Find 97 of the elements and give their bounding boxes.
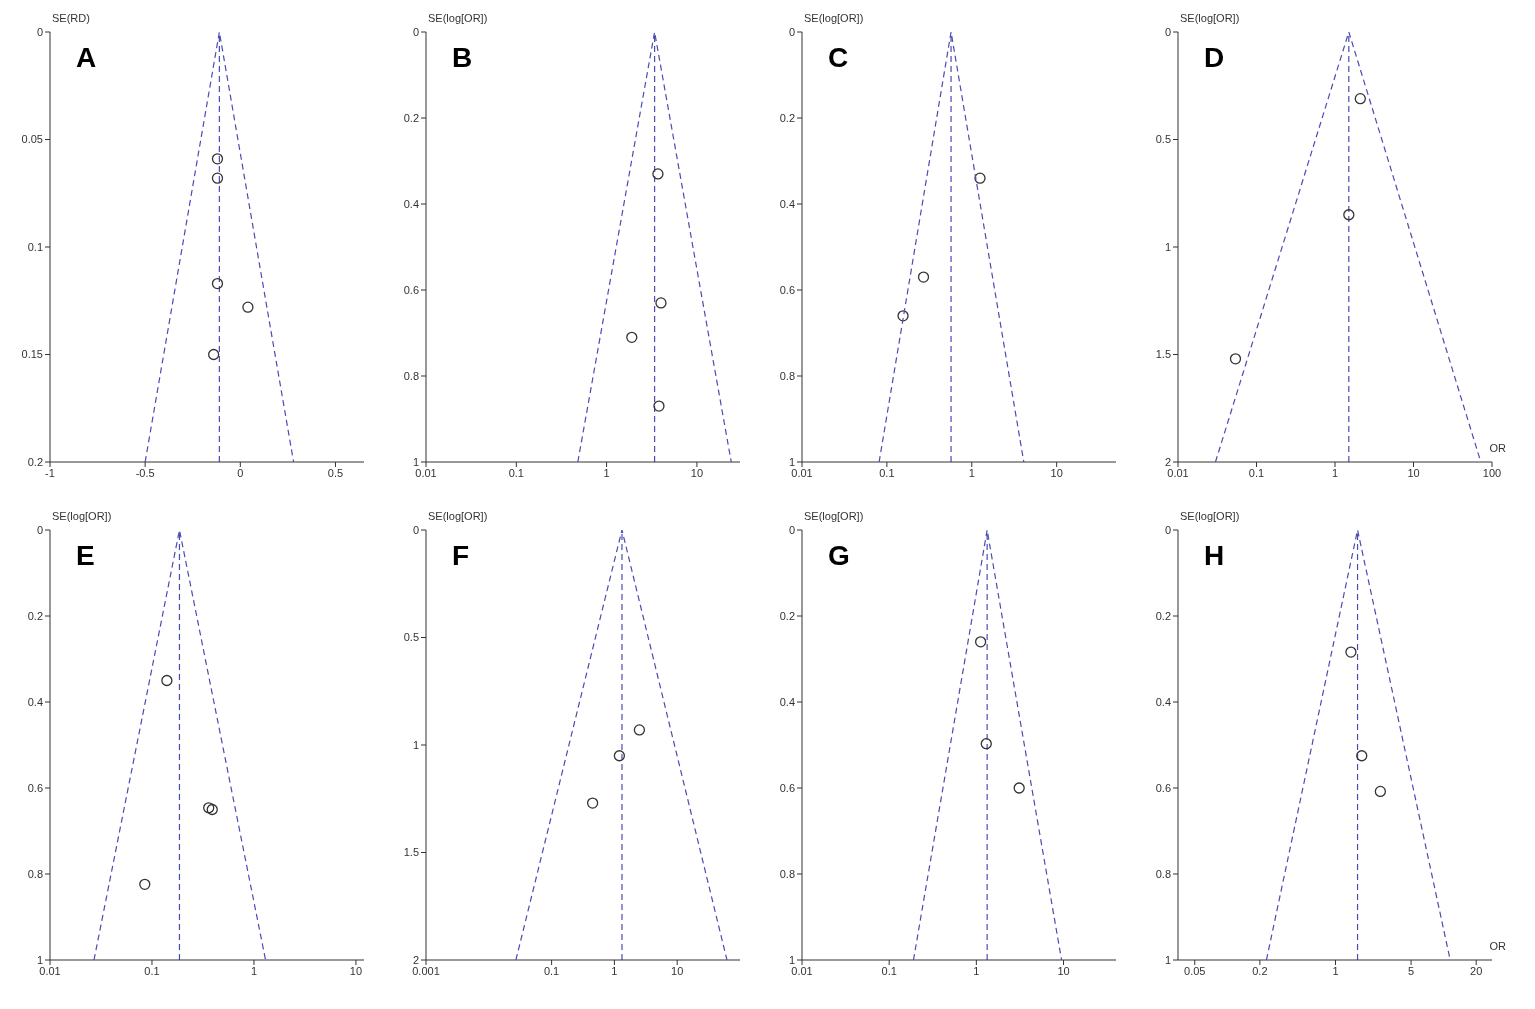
y-tick-label: 0 bbox=[788, 25, 795, 38]
x-tick-label: 1 bbox=[250, 964, 258, 977]
y-tick-label: 0.6 bbox=[1155, 781, 1171, 794]
y-tick-label: 0.6 bbox=[779, 781, 795, 794]
y-tick-label: 0.2 bbox=[1155, 609, 1171, 622]
y-tick-label: 0 bbox=[1164, 523, 1171, 536]
y-tick-label: 0.05 bbox=[21, 133, 43, 146]
chart-title: A bbox=[76, 42, 97, 74]
x-tick-label: 0.1 bbox=[879, 466, 895, 479]
y-axis-title: SE(log[OR]) bbox=[428, 12, 488, 24]
y-tick-label: 0.8 bbox=[779, 369, 795, 382]
y-tick-label: 0.6 bbox=[27, 781, 43, 794]
y-tick-label: 2 bbox=[1164, 455, 1171, 468]
y-tick-label: 0.2 bbox=[779, 609, 795, 622]
y-axis-title: SE(log[OR]) bbox=[1180, 510, 1240, 522]
y-tick-label: 0.2 bbox=[403, 111, 419, 124]
chart-title: F bbox=[452, 540, 470, 572]
y-axis-title: SE(log[OR]) bbox=[804, 510, 864, 522]
y-tick-label: 1 bbox=[412, 738, 419, 751]
x-tick-label: 1 bbox=[1332, 964, 1339, 977]
x-tick-label: 0.01 bbox=[791, 964, 813, 977]
x-axis-title: OR bbox=[1489, 442, 1506, 454]
y-tick-label: 0 bbox=[412, 523, 419, 536]
y-tick-label: 0.4 bbox=[27, 695, 43, 708]
x-tick-label: 0 bbox=[237, 466, 244, 479]
x-tick-label: 1 bbox=[968, 466, 975, 479]
x-tick-label: 0.05 bbox=[1184, 964, 1206, 977]
y-tick-label: 0.2 bbox=[27, 455, 43, 468]
y-tick-label: 0.4 bbox=[403, 197, 419, 210]
y-tick-label: 1.5 bbox=[403, 846, 419, 859]
x-tick-label: 10 bbox=[1407, 466, 1420, 479]
y-tick-label: 0.8 bbox=[779, 867, 795, 880]
y-tick-label: 0 bbox=[412, 25, 419, 38]
y-tick-label: 0.4 bbox=[779, 695, 795, 708]
x-tick-label: 0.01 bbox=[39, 964, 61, 977]
x-tick-label: 0.1 bbox=[144, 964, 160, 977]
x-tick-label: 0.1 bbox=[543, 964, 560, 977]
x-tick-label: 0.001 bbox=[412, 964, 440, 977]
y-tick-label: 0.1 bbox=[27, 240, 43, 253]
x-tick-label: 1 bbox=[1331, 466, 1339, 479]
x-tick-label: 10 bbox=[1050, 466, 1063, 479]
chart-title: H bbox=[1204, 540, 1225, 572]
y-tick-label: 0 bbox=[1164, 25, 1171, 38]
y-tick-label: 1.5 bbox=[1155, 348, 1171, 361]
x-tick-label: 0.1 bbox=[1248, 466, 1265, 479]
x-tick-label: 5 bbox=[1408, 964, 1415, 977]
y-axis-title: SE(log[OR]) bbox=[52, 510, 112, 522]
y-tick-label: 2 bbox=[412, 953, 419, 966]
y-tick-label: 0.6 bbox=[779, 283, 795, 296]
y-axis-title: SE(log[OR]) bbox=[428, 510, 488, 522]
y-tick-label: 0.4 bbox=[1155, 695, 1171, 708]
x-tick-label: 0.2 bbox=[1252, 964, 1268, 977]
x-tick-label: 10 bbox=[349, 964, 363, 977]
chart-title: G bbox=[828, 540, 850, 572]
y-tick-label: 0 bbox=[788, 523, 795, 536]
x-tick-label: 1 bbox=[603, 466, 610, 479]
x-tick-label: 0.5 bbox=[327, 466, 344, 479]
x-tick-label: -0.5 bbox=[135, 466, 155, 479]
x-tick-label: 0.01 bbox=[415, 466, 437, 479]
y-tick-label: 1 bbox=[1164, 240, 1171, 253]
y-tick-label: 0.8 bbox=[403, 369, 419, 382]
y-tick-label: 0 bbox=[36, 523, 43, 536]
y-tick-label: 0 bbox=[36, 25, 43, 38]
x-tick-label: 0.01 bbox=[1167, 466, 1189, 479]
y-tick-label: 0.8 bbox=[1155, 867, 1171, 880]
x-tick-label: 10 bbox=[671, 964, 684, 977]
y-tick-label: 0.4 bbox=[779, 197, 795, 210]
chart-title: C bbox=[828, 42, 849, 74]
y-tick-label: 0.2 bbox=[779, 111, 795, 124]
chart-title: E bbox=[76, 540, 95, 572]
x-tick-label: 10 bbox=[690, 466, 704, 479]
x-tick-label: -1 bbox=[45, 466, 55, 479]
y-tick-label: 1 bbox=[36, 953, 43, 966]
chart-title: D bbox=[1204, 42, 1225, 74]
y-tick-label: 1 bbox=[788, 953, 795, 966]
y-tick-label: 1 bbox=[412, 455, 419, 468]
x-tick-label: 0.1 bbox=[508, 466, 524, 479]
y-axis-title: SE(RD) bbox=[52, 12, 90, 24]
y-tick-label: 0.8 bbox=[27, 867, 43, 880]
x-tick-label: 100 bbox=[1482, 466, 1502, 479]
y-axis-title: SE(log[OR]) bbox=[1180, 12, 1240, 24]
y-tick-label: 1 bbox=[788, 455, 795, 468]
y-axis-title: SE(log[OR]) bbox=[804, 12, 864, 24]
x-tick-label: 0.01 bbox=[791, 466, 813, 479]
y-tick-label: 0.15 bbox=[21, 348, 43, 361]
x-tick-label: 10 bbox=[1057, 964, 1070, 977]
y-tick-label: 0.5 bbox=[403, 631, 419, 644]
y-tick-label: 0.5 bbox=[1155, 133, 1171, 146]
x-tick-label: 1 bbox=[973, 964, 980, 977]
y-tick-label: 0.6 bbox=[403, 283, 419, 296]
x-tick-label: 1 bbox=[611, 964, 618, 977]
x-tick-label: 0.1 bbox=[881, 964, 897, 977]
x-tick-label: 20 bbox=[1470, 964, 1483, 977]
y-tick-label: 1 bbox=[1164, 953, 1171, 966]
y-tick-label: 0.2 bbox=[27, 609, 43, 622]
x-axis-title: OR bbox=[1489, 940, 1506, 952]
chart-title: B bbox=[452, 42, 473, 74]
